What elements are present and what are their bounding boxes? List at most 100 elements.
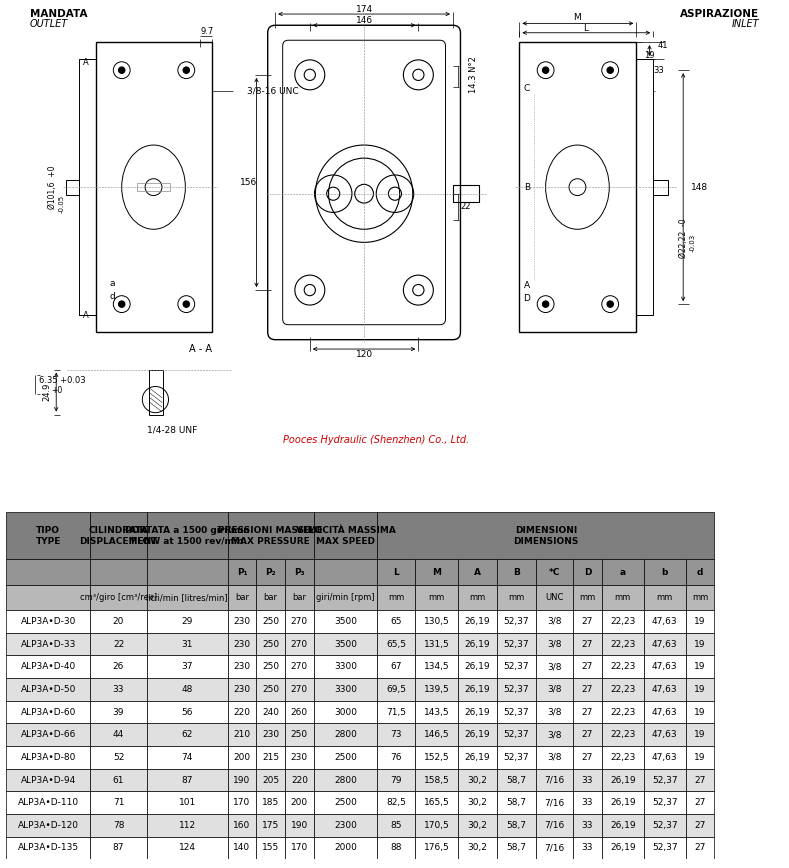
Bar: [497, 769, 536, 792]
Text: bar: bar: [264, 593, 278, 602]
Text: 87: 87: [181, 775, 193, 785]
Text: PRESSIONI MASSIME
MAX PRESSURE: PRESSIONI MASSIME MAX PRESSURE: [219, 525, 323, 546]
Circle shape: [403, 275, 433, 305]
Text: 3300: 3300: [334, 685, 357, 694]
Bar: [602, 700, 644, 723]
Text: 3/8: 3/8: [548, 685, 562, 694]
Bar: [536, 633, 573, 655]
Bar: [497, 655, 536, 678]
Bar: [6, 837, 90, 859]
Text: 52,37: 52,37: [503, 685, 529, 694]
Bar: [602, 678, 644, 700]
Text: 27: 27: [694, 775, 705, 785]
Text: 27: 27: [581, 662, 593, 671]
Text: ALP3A•D-110: ALP3A•D-110: [17, 799, 79, 807]
Bar: [90, 700, 147, 723]
Text: 170: 170: [234, 799, 251, 807]
Bar: [415, 723, 458, 746]
Text: 27: 27: [581, 753, 593, 762]
Text: 19: 19: [644, 50, 654, 60]
Circle shape: [118, 67, 125, 74]
Bar: [90, 633, 147, 655]
Bar: [314, 746, 377, 769]
Text: 33: 33: [653, 66, 664, 75]
Text: 230: 230: [234, 662, 250, 671]
Bar: [573, 746, 602, 769]
Bar: [314, 512, 377, 559]
Bar: [458, 585, 497, 610]
Bar: [377, 678, 415, 700]
Text: VELOCITÀ MASSIMA
MAX SPEED: VELOCITÀ MASSIMA MAX SPEED: [296, 525, 395, 546]
Bar: [602, 837, 644, 859]
Text: -0.03: -0.03: [690, 234, 696, 253]
Text: 52,37: 52,37: [503, 730, 529, 740]
Text: A: A: [84, 311, 89, 319]
Text: TIPO
TYPE: TIPO TYPE: [36, 525, 61, 546]
Text: 2800: 2800: [335, 730, 357, 740]
Bar: [415, 769, 458, 792]
Text: 270: 270: [291, 662, 308, 671]
Bar: [90, 792, 147, 814]
Text: 52,37: 52,37: [503, 640, 529, 648]
Bar: [602, 792, 644, 814]
Text: 146: 146: [356, 16, 372, 25]
Text: P₃: P₃: [294, 568, 305, 576]
Bar: [147, 837, 227, 859]
Text: ALP3A•D-60: ALP3A•D-60: [21, 707, 76, 716]
Bar: [637, 59, 653, 315]
Bar: [573, 585, 602, 610]
Text: 158,5: 158,5: [424, 775, 449, 785]
Text: ALP3A•D-120: ALP3A•D-120: [17, 821, 79, 830]
Text: 3/8: 3/8: [548, 662, 562, 671]
Bar: [573, 700, 602, 723]
Bar: [90, 655, 147, 678]
Bar: [602, 723, 644, 746]
Text: 73: 73: [391, 730, 402, 740]
Bar: [147, 585, 227, 610]
Text: mm: mm: [692, 593, 709, 602]
Bar: [314, 633, 377, 655]
Text: Ø22,22  -0: Ø22,22 -0: [679, 219, 688, 259]
Bar: [686, 633, 714, 655]
Text: 58,7: 58,7: [507, 821, 526, 830]
Text: 71,5: 71,5: [386, 707, 406, 716]
Bar: [573, 792, 602, 814]
Bar: [458, 678, 497, 700]
Bar: [227, 769, 256, 792]
Text: 47,63: 47,63: [652, 640, 678, 648]
Bar: [573, 559, 602, 585]
Bar: [458, 814, 497, 837]
Bar: [519, 43, 637, 332]
Text: 3/8: 3/8: [548, 707, 562, 716]
Text: 124: 124: [178, 844, 196, 852]
Bar: [377, 585, 415, 610]
Text: A: A: [524, 281, 530, 290]
Text: 33: 33: [581, 821, 593, 830]
Text: 26,19: 26,19: [610, 844, 636, 852]
Bar: [497, 585, 536, 610]
Text: 52,37: 52,37: [503, 662, 529, 671]
Text: 200: 200: [291, 799, 308, 807]
Bar: [314, 837, 377, 859]
Bar: [256, 746, 285, 769]
Text: cm³/giro [cm³/rev]: cm³/giro [cm³/rev]: [80, 593, 157, 602]
Text: 26,19: 26,19: [465, 662, 491, 671]
Bar: [644, 633, 686, 655]
Bar: [6, 678, 90, 700]
Text: 33: 33: [581, 775, 593, 785]
Bar: [227, 792, 256, 814]
Bar: [285, 610, 314, 633]
Bar: [227, 559, 256, 585]
Text: A: A: [474, 568, 481, 576]
Bar: [314, 723, 377, 746]
Text: 22,23: 22,23: [610, 662, 635, 671]
Text: 3/8: 3/8: [548, 617, 562, 626]
Text: 101: 101: [178, 799, 196, 807]
Bar: [90, 610, 147, 633]
Text: 27: 27: [694, 844, 705, 852]
Text: Pooces Hydraulic (Shenzhen) Co., Ltd.: Pooces Hydraulic (Shenzhen) Co., Ltd.: [283, 435, 469, 444]
Bar: [285, 678, 314, 700]
Bar: [458, 700, 497, 723]
Bar: [65, 180, 79, 194]
Bar: [497, 837, 536, 859]
